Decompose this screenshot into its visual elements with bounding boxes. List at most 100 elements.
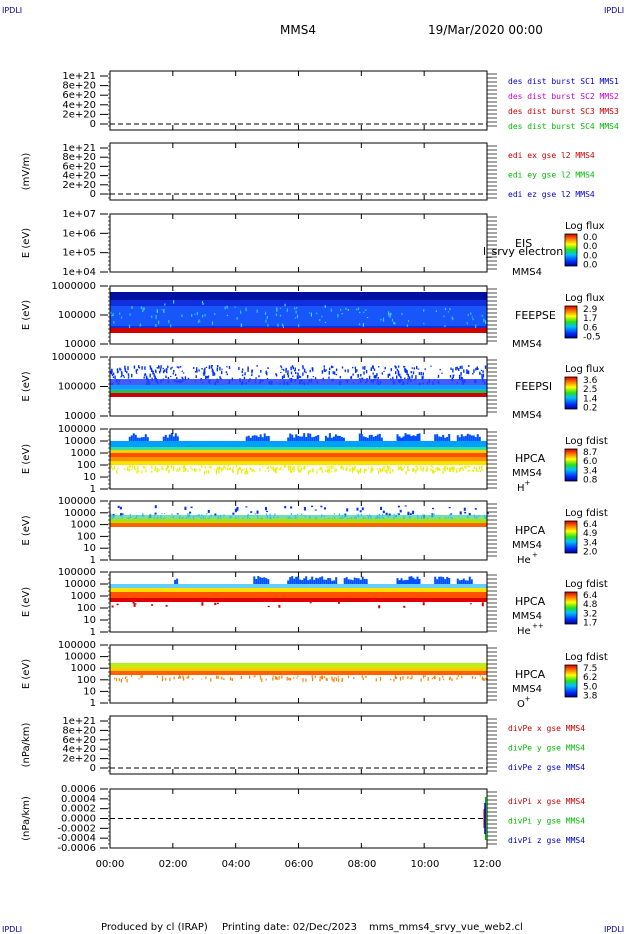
spectrogram-pixel — [393, 516, 395, 520]
y-tick-label: 1e+21 — [62, 71, 96, 82]
spectrogram-pixel — [290, 470, 292, 473]
y-tick-label: -0.0004 — [57, 833, 96, 844]
spectrogram-sparse-pixel — [251, 369, 253, 374]
y-tick-label: 1e+07 — [62, 209, 96, 220]
spectrogram-sparse-pixel — [283, 374, 285, 378]
panel-instrument-label: EIS — [515, 237, 532, 250]
spectrogram-sparse-pixel — [120, 368, 122, 371]
y-tick-label: 8e+20 — [62, 152, 96, 163]
spectrogram-pixel — [327, 469, 329, 473]
spectrogram-pixel — [229, 515, 231, 519]
spectrogram-pixel — [449, 467, 451, 472]
spectrogram-pixel — [380, 469, 382, 473]
spectrogram-pixel — [202, 302, 204, 305]
spectrogram-burst — [464, 580, 467, 584]
spectrogram-sparse-pixel — [160, 365, 162, 369]
spectrogram-sparse-pixel — [467, 370, 470, 375]
spectrogram-pixel — [259, 467, 261, 472]
spectrogram-pixel — [129, 313, 131, 316]
spectrogram-pixel — [356, 469, 358, 473]
y-tick-label: 100000 — [58, 640, 96, 651]
spectrogram-burst — [338, 435, 341, 441]
spectrogram-pixel — [168, 470, 170, 473]
panel-spacecraft-label: MMS4 — [512, 468, 542, 479]
spectrogram-pixel — [165, 604, 168, 607]
y-tick-label: 0.0006 — [61, 784, 96, 795]
spectrogram-sparse-pixel — [404, 377, 406, 380]
spectrogram-pixel — [134, 468, 136, 471]
spectrogram-sparse-pixel — [247, 366, 249, 369]
spectrogram-pixel — [290, 513, 292, 515]
spectrogram-burst — [446, 576, 449, 584]
panel-spacecraft-label: MMS4 — [512, 540, 542, 551]
spectrogram-pixel — [136, 470, 138, 474]
spectrogram-pixel — [463, 507, 466, 511]
spectrogram-pixel — [265, 678, 267, 681]
spectrogram-pixel — [156, 516, 159, 519]
spectrogram-sparse-pixel — [241, 370, 243, 374]
x-tick-label: 06:00 — [285, 859, 314, 870]
spectrogram-pixel — [181, 314, 183, 318]
spectrogram-burst — [324, 435, 327, 441]
spectrogram-pixel — [207, 510, 210, 513]
spectrogram-sparse-pixel — [280, 366, 283, 369]
spectrogram-sparse-pixel — [112, 376, 115, 379]
spectrogram-pixel — [216, 675, 218, 679]
spectrogram-pixel — [294, 515, 296, 519]
spectrogram-pixel — [244, 470, 246, 475]
spectrogram-pixel — [485, 320, 487, 324]
spectrogram-pixel — [423, 309, 425, 312]
spectrogram-sparse-pixel — [162, 367, 164, 370]
panel-species-label: O — [517, 699, 525, 710]
spectrogram-sparse-pixel — [344, 369, 346, 372]
spectrogram-pixel — [478, 515, 480, 517]
spectrogram-burst — [259, 434, 262, 441]
spectrogram-burst — [291, 576, 294, 584]
spectrogram-pixel — [341, 313, 343, 315]
spectrogram-sparse-pixel — [135, 372, 138, 374]
spectrogram-sparse-pixel — [181, 376, 183, 379]
spectrogram-sparse-pixel — [242, 368, 244, 371]
spectrogram-pixel — [314, 675, 316, 678]
spectrogram-burst — [410, 576, 413, 584]
spectrogram-pixel — [282, 469, 284, 471]
spectrogram-pixel — [170, 324, 172, 328]
y-axis-label: (nPa/km) — [21, 796, 32, 841]
spectrogram-burst — [416, 576, 419, 584]
spectrogram-band — [110, 667, 487, 671]
spectrogram-pixel — [399, 677, 402, 681]
spectrogram-pixel — [113, 465, 116, 470]
spectrogram-pixel — [452, 471, 454, 473]
spectrogram-pixel — [210, 514, 212, 518]
colorbar-tick-label: 2.5 — [583, 385, 597, 395]
spectrogram-sparse-pixel — [479, 371, 481, 375]
spectrogram-pixel — [117, 505, 120, 508]
spectrogram-burst — [130, 435, 133, 441]
spectrogram-pixel — [267, 323, 269, 327]
spectrogram-sparse-pixel — [193, 367, 195, 369]
spectrogram-pixel — [364, 468, 366, 472]
spectrogram-sparse-pixel — [457, 368, 459, 370]
spectrogram-pixel — [198, 319, 200, 321]
spectrogram-pixel — [165, 677, 167, 681]
spectrogram-pixel — [178, 470, 180, 472]
spectrogram-sparse-pixel — [154, 376, 157, 380]
spectrogram-content — [110, 576, 487, 609]
spectrogram-pixel — [223, 514, 225, 517]
spectrogram-pixel — [118, 678, 120, 681]
spectrogram-sparse-pixel — [156, 367, 158, 369]
spectrogram-pixel — [254, 513, 256, 515]
spectrogram-burst — [462, 578, 465, 584]
colorbar-gradient — [564, 305, 578, 339]
spectrogram-sparse-pixel — [333, 371, 336, 375]
spectrogram-pixel — [431, 513, 433, 516]
spectrogram-sparse-pixel — [330, 365, 333, 369]
spectrogram-pixel — [469, 465, 471, 468]
spectrogram-sparse-pixel — [110, 370, 112, 374]
spectrogram-pixel — [201, 602, 204, 606]
spectrogram-pixel — [432, 466, 434, 468]
spectrogram-pixel — [234, 508, 237, 513]
spectrogram-burst — [317, 578, 320, 584]
spectrogram-pixel — [243, 468, 245, 471]
